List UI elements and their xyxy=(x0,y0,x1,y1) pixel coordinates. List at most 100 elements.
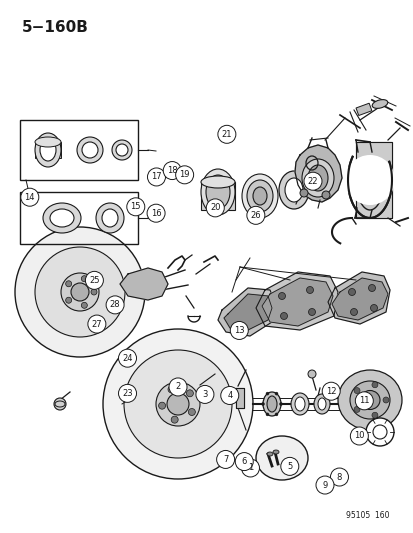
Circle shape xyxy=(217,125,235,143)
Circle shape xyxy=(230,321,248,340)
Circle shape xyxy=(241,459,259,477)
Ellipse shape xyxy=(372,425,386,439)
Ellipse shape xyxy=(255,436,307,480)
Circle shape xyxy=(235,453,253,471)
Circle shape xyxy=(106,296,124,314)
Bar xyxy=(35,142,61,158)
Text: 27: 27 xyxy=(91,320,102,328)
Text: 4: 4 xyxy=(227,391,232,400)
Circle shape xyxy=(370,304,377,311)
Ellipse shape xyxy=(15,227,145,357)
Circle shape xyxy=(266,413,268,416)
Text: 22: 22 xyxy=(307,177,318,185)
Bar xyxy=(355,103,371,116)
Ellipse shape xyxy=(201,176,235,188)
Ellipse shape xyxy=(124,350,231,458)
Ellipse shape xyxy=(262,392,280,416)
Circle shape xyxy=(321,382,339,400)
Circle shape xyxy=(195,385,214,403)
Ellipse shape xyxy=(166,393,189,415)
Circle shape xyxy=(118,349,136,367)
Circle shape xyxy=(188,408,195,416)
Text: 2: 2 xyxy=(175,383,180,391)
Circle shape xyxy=(118,384,136,402)
Ellipse shape xyxy=(43,203,81,233)
Circle shape xyxy=(266,392,268,395)
Ellipse shape xyxy=(278,171,308,209)
Circle shape xyxy=(175,166,193,184)
Polygon shape xyxy=(261,278,332,326)
Text: 12: 12 xyxy=(325,387,336,395)
Ellipse shape xyxy=(242,174,277,218)
Ellipse shape xyxy=(116,144,128,156)
Ellipse shape xyxy=(206,175,230,209)
Text: 15: 15 xyxy=(130,203,141,211)
Circle shape xyxy=(353,387,359,393)
Ellipse shape xyxy=(252,187,266,205)
Ellipse shape xyxy=(321,191,329,199)
Ellipse shape xyxy=(103,329,252,479)
Circle shape xyxy=(220,386,238,405)
Text: 25: 25 xyxy=(89,276,100,285)
Ellipse shape xyxy=(266,396,276,412)
Text: 9: 9 xyxy=(322,481,327,489)
Ellipse shape xyxy=(294,397,304,411)
Ellipse shape xyxy=(82,142,98,158)
Text: 20: 20 xyxy=(209,204,220,212)
Ellipse shape xyxy=(35,137,61,147)
Polygon shape xyxy=(218,288,274,336)
Ellipse shape xyxy=(40,139,56,161)
Ellipse shape xyxy=(359,391,379,409)
Circle shape xyxy=(91,289,97,295)
Circle shape xyxy=(88,315,106,333)
Text: 23: 23 xyxy=(122,389,133,398)
Ellipse shape xyxy=(71,283,89,301)
Circle shape xyxy=(348,288,355,295)
Circle shape xyxy=(81,276,87,281)
Ellipse shape xyxy=(272,450,278,454)
Ellipse shape xyxy=(307,165,327,191)
Circle shape xyxy=(158,402,165,409)
Circle shape xyxy=(147,168,165,186)
Text: 7: 7 xyxy=(223,455,228,464)
Circle shape xyxy=(368,285,375,292)
Polygon shape xyxy=(294,145,341,202)
Ellipse shape xyxy=(365,418,393,446)
Polygon shape xyxy=(331,278,387,320)
Circle shape xyxy=(382,397,388,403)
Text: 5: 5 xyxy=(287,462,292,471)
Circle shape xyxy=(168,386,175,393)
Text: 26: 26 xyxy=(250,211,261,220)
Polygon shape xyxy=(355,142,391,218)
Circle shape xyxy=(308,309,315,316)
Circle shape xyxy=(371,382,377,388)
Text: 5−160B: 5−160B xyxy=(22,20,89,35)
Ellipse shape xyxy=(156,382,199,426)
Polygon shape xyxy=(120,268,168,300)
Circle shape xyxy=(163,161,181,180)
Circle shape xyxy=(274,392,277,395)
Circle shape xyxy=(330,468,348,486)
Circle shape xyxy=(21,188,39,206)
Circle shape xyxy=(278,293,285,300)
Ellipse shape xyxy=(313,394,329,414)
Circle shape xyxy=(280,312,287,319)
Circle shape xyxy=(186,390,193,397)
Polygon shape xyxy=(223,294,271,330)
Ellipse shape xyxy=(35,247,125,337)
Circle shape xyxy=(371,412,377,418)
Text: 24: 24 xyxy=(122,354,133,362)
Circle shape xyxy=(315,476,333,494)
Circle shape xyxy=(126,198,145,216)
Ellipse shape xyxy=(102,209,118,227)
Text: 19: 19 xyxy=(179,171,190,179)
Circle shape xyxy=(66,297,71,303)
Ellipse shape xyxy=(284,178,302,202)
Circle shape xyxy=(353,406,359,413)
Circle shape xyxy=(279,402,282,406)
Ellipse shape xyxy=(371,100,387,108)
Ellipse shape xyxy=(266,452,272,456)
Bar xyxy=(20,120,138,180)
Text: 95105  160: 95105 160 xyxy=(346,511,389,520)
Circle shape xyxy=(171,416,178,423)
